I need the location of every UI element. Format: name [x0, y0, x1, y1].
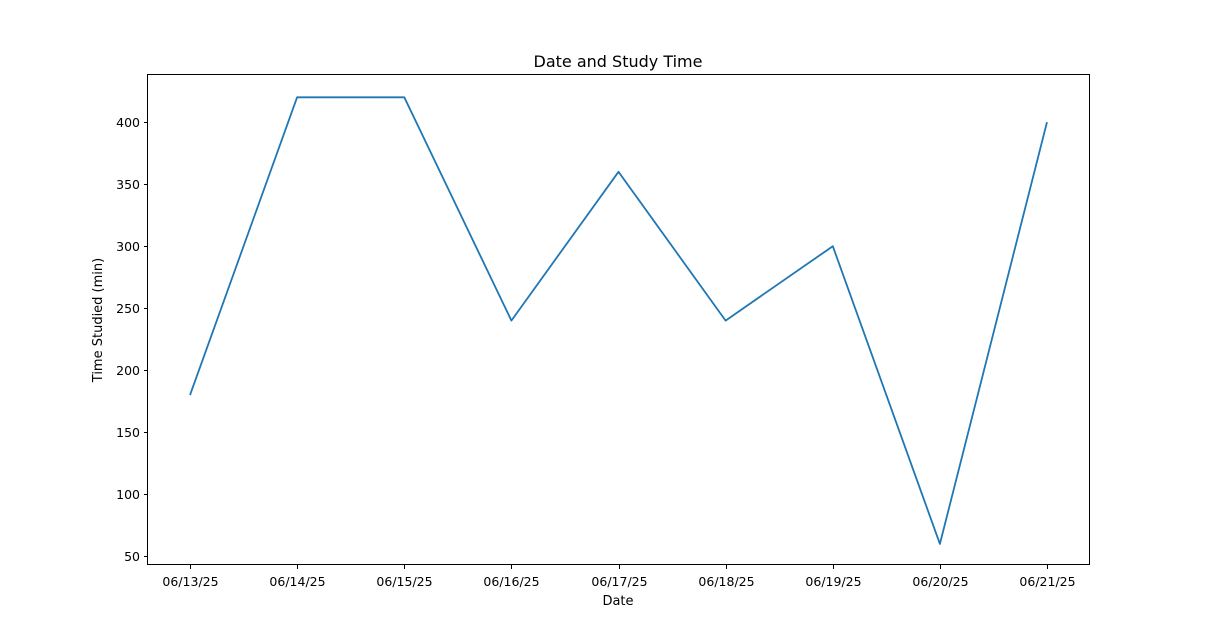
x-tick-label: 06/14/25 [269, 574, 325, 589]
x-tick-label: 06/16/25 [483, 574, 539, 589]
y-tick-label: 300 [116, 239, 140, 254]
chart-title: Date and Study Time [534, 52, 703, 71]
y-tick-label: 150 [116, 425, 140, 440]
y-tick-label: 250 [116, 301, 140, 316]
x-tick-label: 06/17/25 [591, 574, 647, 589]
y-axis-label: Time Studied (min) [91, 258, 106, 383]
series-layer [189, 96, 1048, 545]
y-tick-label: 200 [116, 363, 140, 378]
series-line [189, 96, 1048, 545]
x-axis-label: Date [602, 594, 633, 609]
y-tick-label: 50 [124, 549, 140, 564]
y-axis-ticks: 50 100 150 200 250 300 350 400 [116, 115, 148, 564]
y-tick-label: 400 [116, 115, 140, 130]
x-tick-label: 06/21/25 [1019, 574, 1075, 589]
x-tick-label: 06/20/25 [912, 574, 968, 589]
x-axis-ticks: 06/13/25 06/14/25 06/15/25 06/16/25 06/17/25… [162, 565, 1076, 589]
y-tick-label: 100 [116, 487, 140, 502]
plot-area-frame [147, 74, 1090, 565]
x-tick-label: 06/19/25 [805, 574, 861, 589]
x-tick-label: 06/18/25 [698, 574, 754, 589]
x-tick-label: 06/15/25 [376, 574, 432, 589]
y-tick-label: 350 [116, 177, 140, 192]
x-tick-label: 06/13/25 [162, 574, 218, 589]
